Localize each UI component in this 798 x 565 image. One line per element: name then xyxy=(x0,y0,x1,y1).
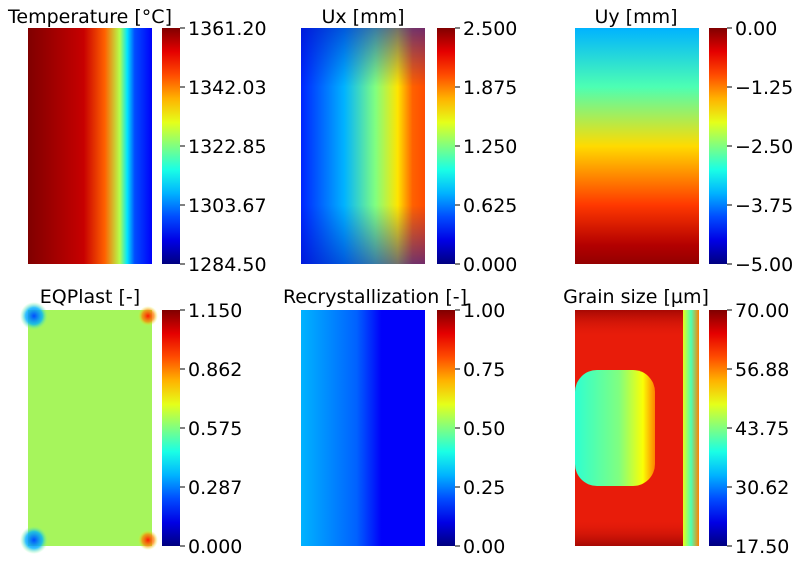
heatmap-overlay xyxy=(301,28,425,264)
colorbar xyxy=(709,28,727,264)
colorbar-tick-label: 0.575 xyxy=(188,418,242,440)
heatmap-core xyxy=(575,370,655,486)
colorbar xyxy=(162,28,180,264)
colorbar-tick-label: 56.88 xyxy=(735,359,789,381)
colorbar-tick-label: 0.625 xyxy=(463,195,517,217)
colorbar-tick-label: 1342.03 xyxy=(188,77,267,99)
colorbar-tick-label: 1361.20 xyxy=(188,18,267,40)
colorbar xyxy=(437,310,455,546)
colorbar-tick-label: 0.00 xyxy=(735,18,777,40)
heatmap-field xyxy=(28,28,152,264)
colorbar-tick-label: −3.75 xyxy=(735,195,793,217)
colorbar-tick-label: 0.75 xyxy=(463,359,505,381)
colorbar-tick-label: 1322.85 xyxy=(188,136,267,158)
panel-title: EQPlast [-] xyxy=(40,286,140,308)
colorbar xyxy=(709,310,727,546)
colorbar-tick-label: 1.875 xyxy=(463,77,517,99)
colorbar-tick-label: 0.00 xyxy=(463,536,505,558)
colorbar-ticks: 1.150 0.862 0.575 0.287 0.000 xyxy=(180,300,242,558)
panel-grain-size: Grain size [µm] 70.00 56.88 43.75 30.62 17.5… xyxy=(563,286,789,558)
colorbar-ticks: 70.00 56.88 43.75 30.62 17.50 xyxy=(727,300,789,558)
colorbar xyxy=(437,28,455,264)
colorbar-tick-label: 0.287 xyxy=(188,477,242,499)
colorbar-tick-label: 1.250 xyxy=(463,136,517,158)
panel-title: Recrystallization [-] xyxy=(283,286,467,308)
heatmap-edge xyxy=(683,310,699,546)
colorbar-ticks: 2.500 1.875 1.250 0.625 0.000 xyxy=(455,18,517,276)
colorbar-tick-label: 2.500 xyxy=(463,18,517,40)
colorbar-tick-label: −1.25 xyxy=(735,77,793,99)
panel-title: Temperature [°C] xyxy=(7,6,172,28)
panel-recrystallization: Recrystallization [-] 1.00 0.75 0.50 0.25 0.… xyxy=(283,286,505,558)
colorbar-tick-label: 0.000 xyxy=(188,536,242,558)
colorbar-tick-label: 70.00 xyxy=(735,300,789,322)
colorbar xyxy=(162,310,180,546)
heatmap-corners xyxy=(20,302,158,554)
colorbar-tick-label: 0.50 xyxy=(463,418,505,440)
colorbar-tick-label: 17.50 xyxy=(735,536,789,558)
panel-temperature: Temperature [°C] 1361.201342.031322.8513… xyxy=(7,6,267,276)
colorbar-tick-label: 43.75 xyxy=(735,418,789,440)
panel-uy: Uy [mm] 0.00 −1.25 −2.50 −3.75 −5.00 xyxy=(575,6,793,276)
colorbar-tick-label: 0.862 xyxy=(188,359,242,381)
heatmap-overlay xyxy=(301,310,425,546)
colorbar-tick-label: 30.62 xyxy=(735,477,789,499)
colorbar-ticks: 0.00 −1.25 −2.50 −3.75 −5.00 xyxy=(727,18,793,276)
colorbar-tick-label: −5.00 xyxy=(735,254,793,276)
panel-ux: Ux [mm] 2.500 1.875 1.250 0.625 0.000 xyxy=(301,6,517,276)
colorbar-tick-label: 0.25 xyxy=(463,477,505,499)
colorbar-ticks: 1.00 0.75 0.50 0.25 0.00 xyxy=(455,300,505,558)
colorbar-ticks: 1361.20 1342.03 1322.85 1303.67 1284.50 xyxy=(180,18,267,276)
panel-title: Ux [mm] xyxy=(321,6,404,28)
colorbar-tick-label: 1284.50 xyxy=(188,254,267,276)
panel-title: Grain size [µm] xyxy=(563,286,709,308)
heatmap-field xyxy=(575,28,699,264)
heatmap-field xyxy=(28,310,152,546)
colorbar-tick-label: 0.000 xyxy=(463,254,517,276)
panel-eqplast: EQPlast [-] 1.150 0.862 0.575 0.287 0.000 xyxy=(20,286,242,558)
colorbar-tick-label: 1303.67 xyxy=(188,195,267,217)
panel-title: Uy [mm] xyxy=(594,6,677,28)
colorbar-tick-label: −2.50 xyxy=(735,136,793,158)
colorbar-tick-label: 1.00 xyxy=(463,300,505,322)
colorbar-tick-label: 1.150 xyxy=(188,300,242,322)
